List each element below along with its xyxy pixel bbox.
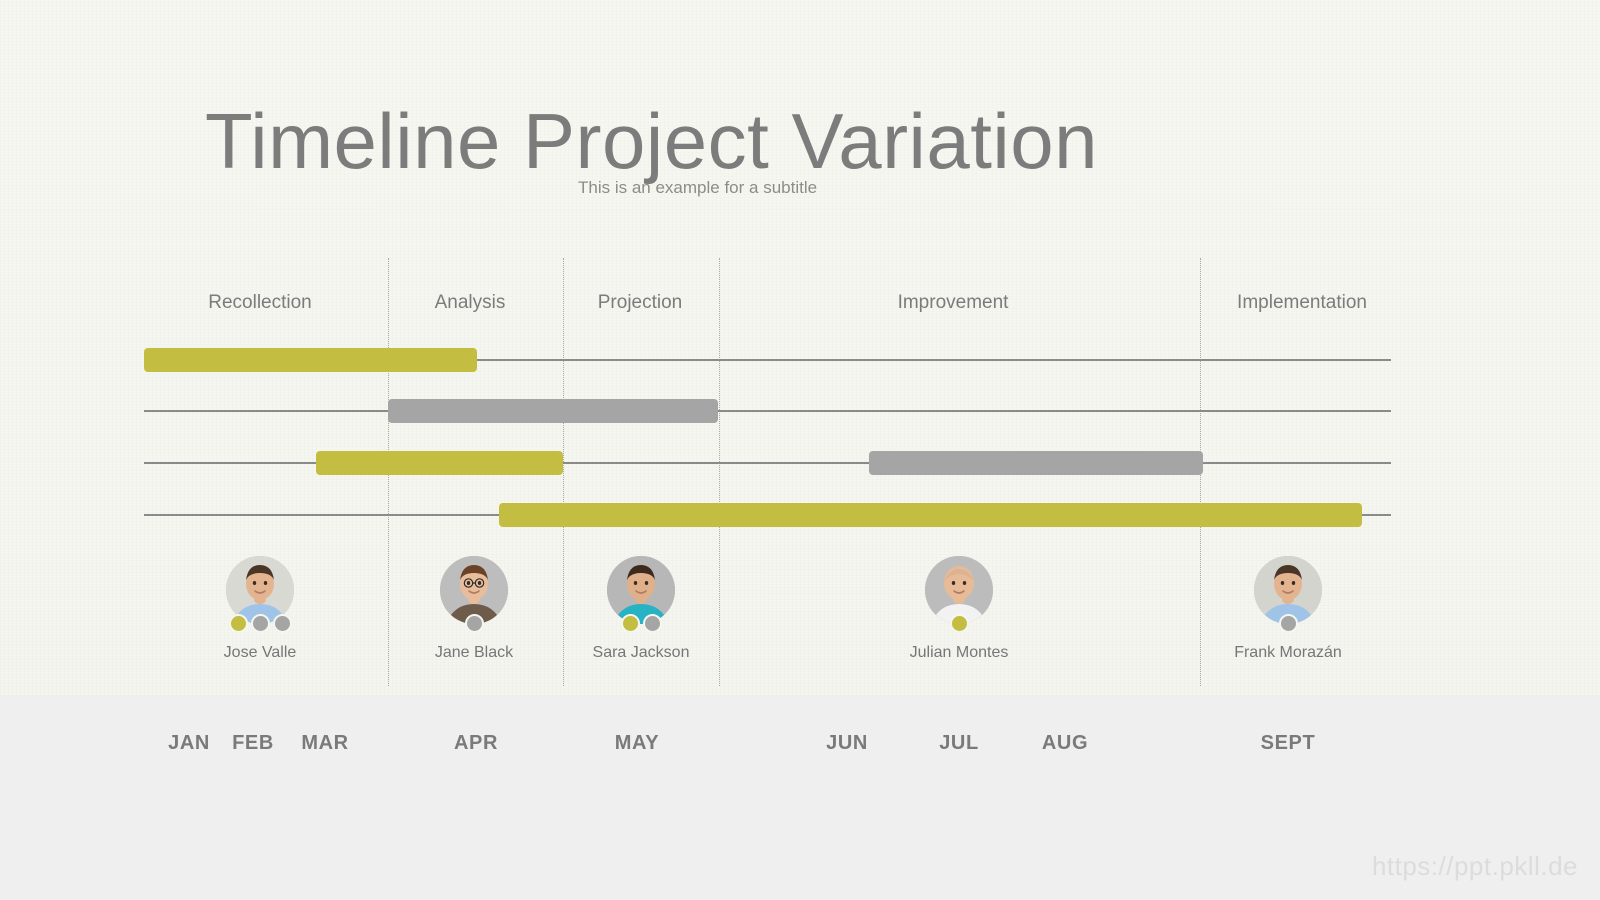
person-photo-icon [925,556,993,624]
avatar [607,556,675,624]
footer-url: https://ppt.pkll.de [1371,851,1578,881]
page-subtitle: This is an example for a subtitle [578,178,818,197]
month-label-feb: FEB [232,732,274,754]
person-name: Jane Black [434,644,514,661]
status-badge-active[interactable] [228,614,248,633]
track-line-1 [144,359,1391,361]
person-photo-icon [440,556,508,624]
status-badge-active[interactable] [620,614,640,633]
status-badge-inactive[interactable] [250,614,270,633]
status-dots [180,614,340,634]
status-badge-inactive[interactable] [464,614,484,633]
person-photo-icon [1254,556,1322,624]
person-card[interactable]: Frank Morazán [1208,556,1368,662]
status-dots [879,614,1039,634]
status-dots [561,614,721,634]
month-label-jul: JUL [939,732,979,754]
person-card[interactable]: Sara Jackson [561,556,721,662]
phase-label-improvement: Improvement [897,292,1009,313]
gantt-bar-task-2[interactable] [388,399,718,423]
person-photo-icon [607,556,675,624]
track-line-3 [144,462,1391,464]
status-badge-inactive[interactable] [272,614,292,633]
month-label-mar: MAR [301,732,349,754]
person-card[interactable]: Julian Montes [879,556,1039,662]
phase-divider-2 [563,258,564,686]
status-dots [1208,614,1368,634]
avatar [925,556,993,624]
month-band [0,695,1600,900]
phase-label-recollection: Recollection [208,292,312,313]
status-badge-inactive[interactable] [642,614,662,633]
phase-divider-3 [719,258,720,686]
month-label-aug: AUG [1041,732,1089,754]
person-card[interactable]: Jane Black [394,556,554,662]
person-name: Frank Morazán [1234,644,1342,661]
phase-label-implementation: Implementation [1237,292,1367,313]
month-label-jan: JAN [168,732,210,754]
person-card[interactable]: Jose Valle [180,556,340,662]
person-name: Sara Jackson [592,644,690,661]
month-label-sept: SEPT [1260,732,1316,754]
month-label-jun: JUN [826,732,868,754]
status-badge-inactive[interactable] [1278,614,1298,633]
status-dots [394,614,554,634]
track-line-2 [144,410,1391,412]
avatar [440,556,508,624]
person-name: Jose Valle [223,644,297,661]
person-name: Julian Montes [909,644,1009,661]
phase-label-analysis: Analysis [434,292,506,313]
month-label-apr: APR [453,732,499,754]
page-title: Timeline Project Variation [205,97,1099,185]
status-badge-active[interactable] [949,614,969,633]
month-label-may: MAY [614,732,660,754]
gantt-bar-task-3b[interactable] [869,451,1203,475]
gantt-bar-task-1[interactable] [144,348,477,372]
gantt-bar-task-3a[interactable] [316,451,563,475]
gantt-bar-task-4[interactable] [499,503,1362,527]
avatar [1254,556,1322,624]
phase-label-projection: Projection [597,292,683,313]
